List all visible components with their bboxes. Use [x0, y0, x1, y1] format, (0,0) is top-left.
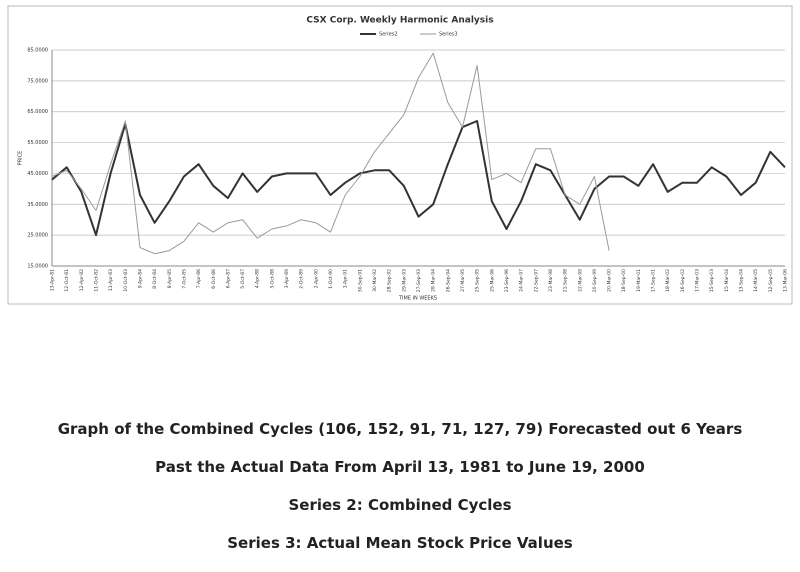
x-tick-label: 25-Mar-96 — [489, 269, 495, 292]
x-tick-label: 2-Oct-89 — [299, 269, 305, 289]
chart-frame — [7, 5, 793, 305]
x-tick-label: 17-Mar-03 — [695, 269, 701, 292]
x-tick-label: 18-Sep-00 — [621, 269, 627, 292]
x-tick-label: 8-Apr-85 — [167, 269, 173, 288]
chart-title: CSX Corp. Weekly Harmonic Analysis — [306, 16, 493, 26]
y-axis-label: PRICE — [18, 151, 24, 166]
x-tick-label: 11-Oct-82 — [93, 269, 99, 292]
x-tick-label: 20-Mar-00 — [607, 269, 613, 292]
x-tick-label: 17-Sep-01 — [651, 269, 657, 292]
y-tick-label: 15.0000 — [27, 264, 48, 270]
x-tick-label: 12-Oct-81 — [64, 269, 70, 292]
y-tick-label: 45.0000 — [27, 171, 48, 177]
x-tick-label: 3-Apr-89 — [284, 269, 290, 288]
y-tick-label: 35.0000 — [27, 202, 48, 208]
y-tick-label: 25.0000 — [27, 233, 48, 239]
x-tick-label: 26-Sep-94 — [445, 269, 451, 292]
x-tick-label: 23-Mar-98 — [548, 269, 554, 292]
x-tick-label: 12-Apr-82 — [79, 269, 85, 291]
x-tick-label: 2-Apr-90 — [313, 269, 319, 288]
x-tick-label: 16-Sep-02 — [680, 269, 686, 292]
x-tick-label: 20-Sep-99 — [592, 269, 598, 292]
x-tick-label: 15-Mar-04 — [724, 269, 730, 292]
x-tick-label: 27-Mar-95 — [460, 269, 466, 292]
legend-label: Series3 — [439, 32, 458, 38]
series-line — [51, 120, 786, 237]
x-tick-label: 5-Oct-87 — [240, 269, 246, 289]
x-tick-label: 19-Mar-01 — [636, 269, 642, 292]
chart: CSX Corp. Weekly Harmonic Analysis PRICE… — [7, 5, 793, 305]
legend-label: Series2 — [379, 32, 398, 38]
x-tick-label: 11-Apr-83 — [108, 269, 114, 291]
y-tick-label: 75.0000 — [27, 78, 48, 84]
x-tick-label: 30-Sep-91 — [357, 269, 363, 292]
y-tick-label: 55.0000 — [27, 140, 48, 146]
caption: Past the Actual Data From April 13, 1981… — [155, 458, 645, 476]
series-line — [51, 52, 610, 255]
x-tick-label: 28-Sep-92 — [387, 269, 393, 292]
x-tick-label: 18-Mar-02 — [665, 269, 671, 292]
x-tick-label: 13-Apr-81 — [50, 269, 56, 291]
x-tick-label: 30-Mar-92 — [372, 269, 378, 292]
x-tick-label: 10-Oct-83 — [123, 269, 129, 292]
y-tick-label: 85.0000 — [27, 48, 48, 54]
x-tick-label: 1-Apr-91 — [343, 269, 349, 288]
x-tick-label: 9-Apr-84 — [137, 269, 143, 288]
x-tick-label: 7-Oct-85 — [181, 269, 187, 289]
x-tick-label: 24-Mar-97 — [519, 269, 525, 292]
x-tick-label: 7-Apr-86 — [196, 269, 202, 288]
x-tick-label: 28-Mar-94 — [431, 269, 437, 292]
x-tick-label: 14-Mar-05 — [753, 269, 759, 292]
x-tick-label: 6-Oct-86 — [211, 269, 217, 289]
x-tick-label: 15-Sep-03 — [709, 269, 715, 292]
x-tick-label: 25-Sep-95 — [475, 269, 481, 292]
x-tick-label: 8-Oct-84 — [152, 269, 158, 289]
x-tick-label: 29-Mar-93 — [401, 269, 407, 292]
x-tick-label: 6-Apr-87 — [225, 269, 231, 288]
x-axis-label: TIME IN WEEKS — [398, 296, 437, 302]
x-tick-label: 12-Sep-05 — [768, 269, 774, 292]
caption: Graph of the Combined Cycles (106, 152, … — [57, 420, 743, 438]
caption: Series 2: Combined Cycles — [288, 496, 512, 514]
x-tick-label: 13-Sep-04 — [739, 269, 745, 292]
caption: Series 3: Actual Mean Stock Price Values — [227, 534, 573, 552]
x-tick-label: 23-Sep-96 — [504, 269, 510, 292]
x-tick-label: 22-Sep-97 — [533, 269, 539, 292]
x-tick-label: 13-Mar-06 — [783, 269, 789, 292]
y-tick-label: 65.0000 — [27, 109, 48, 115]
x-tick-label: 27-Sep-93 — [416, 269, 422, 292]
x-tick-label: 4-Apr-88 — [255, 269, 261, 288]
x-tick-label: 21-Sep-98 — [563, 269, 569, 292]
x-tick-label: 3-Oct-88 — [269, 269, 275, 289]
x-tick-label: 1-Oct-90 — [328, 269, 334, 289]
x-tick-label: 22-Mar-99 — [577, 269, 583, 292]
